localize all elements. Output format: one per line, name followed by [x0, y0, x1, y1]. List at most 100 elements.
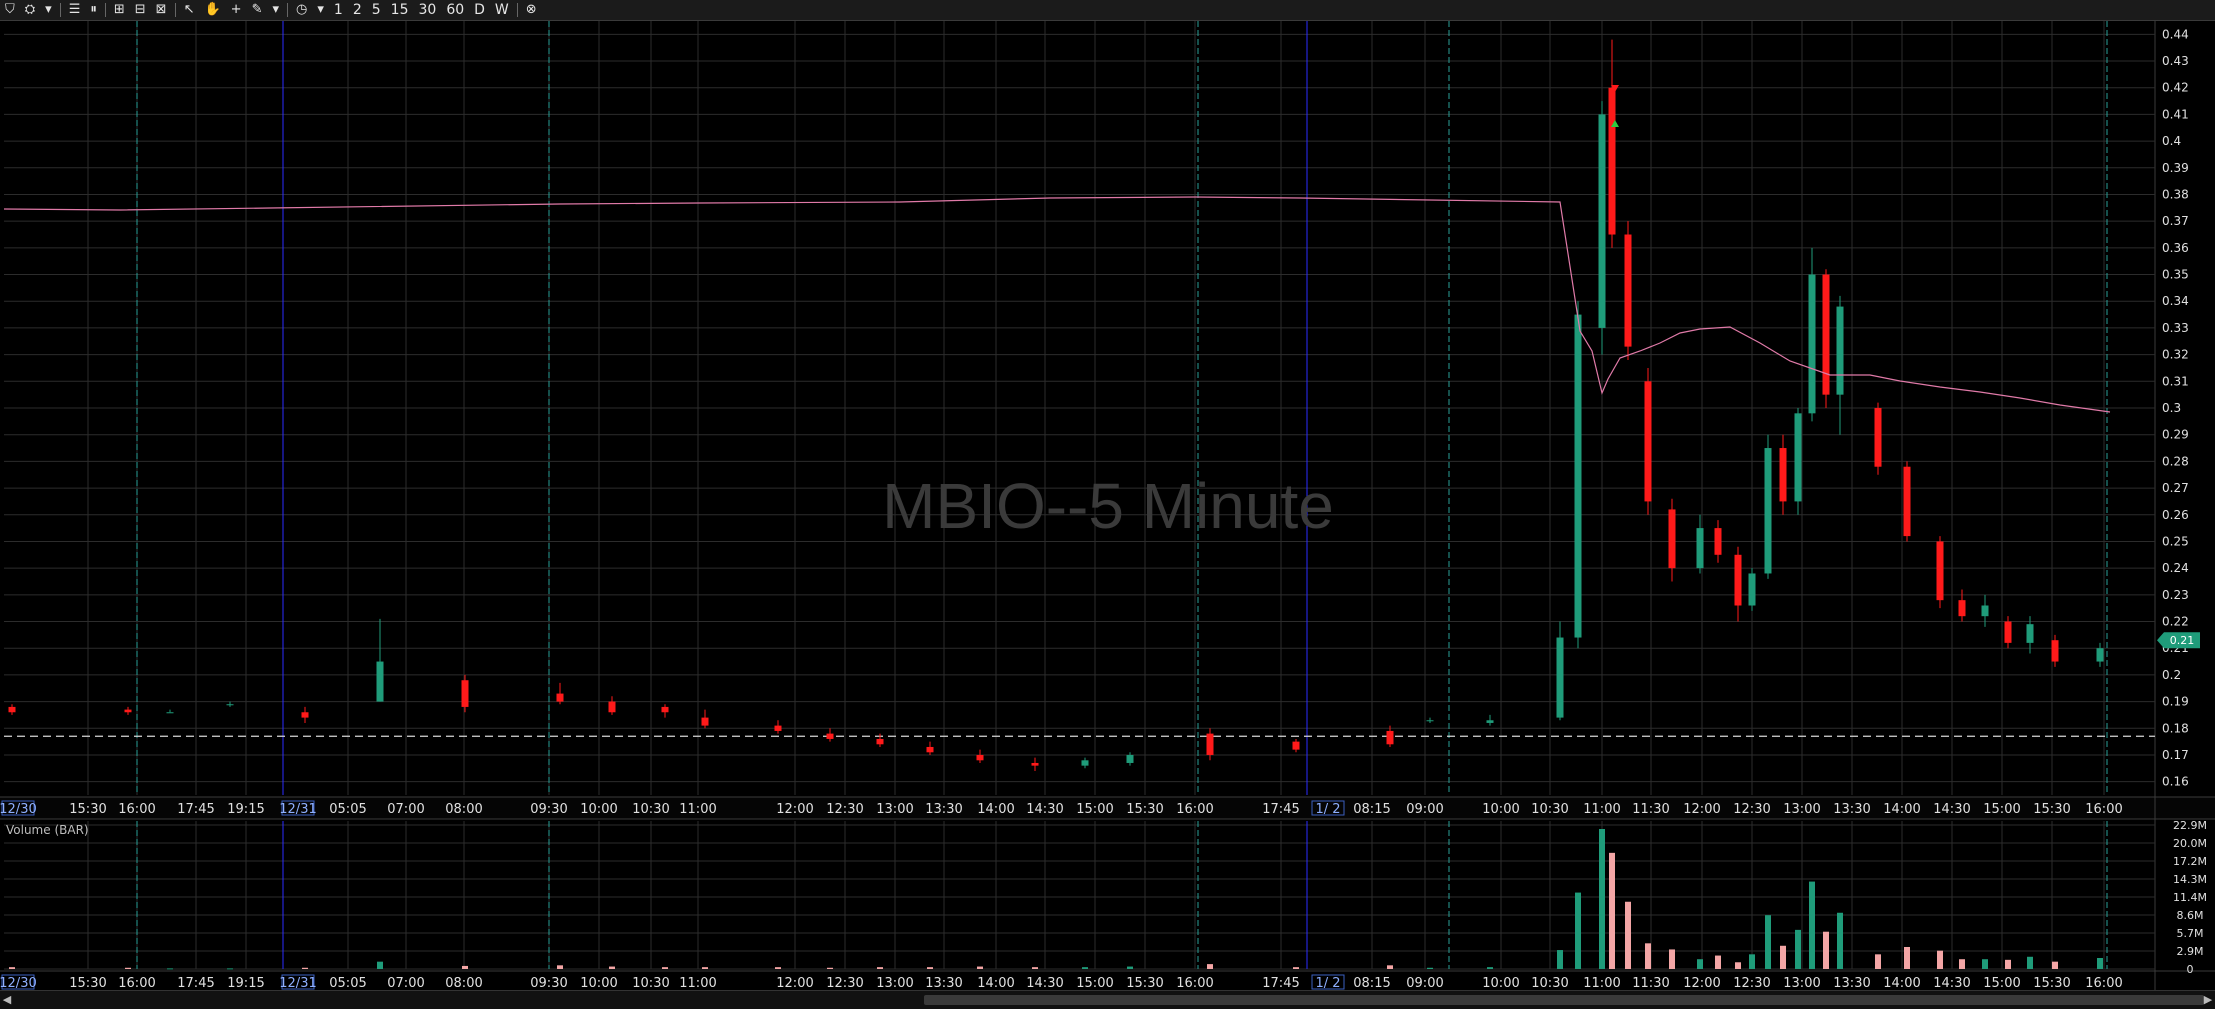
candle-body[interactable]: [1822, 274, 1830, 395]
candle-body[interactable]: [976, 754, 984, 761]
volume-bar[interactable]: [1599, 829, 1605, 969]
horizontal-scrollbar[interactable]: ◀ ▶: [0, 990, 2215, 1009]
volume-bar[interactable]: [827, 967, 833, 969]
candle-body[interactable]: [1031, 762, 1039, 766]
volume-bar[interactable]: [1959, 959, 1965, 969]
scroll-right-icon[interactable]: ▶: [2203, 993, 2213, 1006]
volume-bar[interactable]: [775, 967, 781, 969]
volume-bar[interactable]: [1765, 915, 1771, 969]
volume-bar[interactable]: [1609, 852, 1615, 969]
volume-bar[interactable]: [1293, 967, 1299, 969]
volume-bar[interactable]: [2097, 957, 2103, 969]
volume-bar[interactable]: [702, 967, 708, 969]
chart-canvas[interactable]: 0.44 0.43 0.42 0.41 0.4 0.39 0.38 0.37 0.36 0.35 0…: [0, 21, 2215, 990]
volume-bar[interactable]: [1780, 945, 1786, 969]
timeframe-5-button[interactable]: 5: [371, 2, 381, 18]
candle-body[interactable]: [1696, 528, 1704, 569]
candle-body[interactable]: [1126, 754, 1134, 763]
volume-bar[interactable]: [227, 968, 233, 970]
candle-body[interactable]: [1668, 509, 1676, 569]
candle-body[interactable]: [1779, 448, 1787, 502]
close-chart-icon[interactable]: ⊗: [525, 2, 537, 17]
volume-bar[interactable]: [1032, 967, 1038, 969]
candle-body[interactable]: [1386, 730, 1394, 745]
candle-body[interactable]: [1714, 528, 1722, 555]
volume-bar[interactable]: [1749, 954, 1755, 969]
candle-body[interactable]: [461, 680, 469, 707]
candle-body[interactable]: [2051, 640, 2059, 662]
volume-bar[interactable]: [927, 967, 933, 969]
volume-bar[interactable]: [1625, 901, 1631, 969]
volume-bar[interactable]: [1715, 955, 1721, 969]
volume-bar[interactable]: [1809, 881, 1815, 969]
volume-bar[interactable]: [1645, 943, 1651, 969]
candle-body[interactable]: [1081, 760, 1089, 766]
volume-bar[interactable]: [1082, 967, 1088, 969]
timeframe-30-button[interactable]: 30: [418, 2, 437, 18]
candle-body[interactable]: [1608, 87, 1616, 235]
volume-bar[interactable]: [377, 961, 383, 969]
volume-bar[interactable]: [2005, 959, 2011, 969]
volume-bar[interactable]: [609, 966, 615, 969]
candle-body[interactable]: [2026, 624, 2034, 643]
candle-body[interactable]: [2096, 648, 2104, 662]
candle-body[interactable]: [826, 733, 834, 739]
timeframe-2-button[interactable]: 2: [352, 2, 362, 18]
timeframe-15-button[interactable]: 15: [390, 2, 409, 18]
timeframe-1-button[interactable]: 1: [333, 2, 343, 18]
candle-body[interactable]: [1764, 448, 1772, 574]
candle-body[interactable]: [1808, 274, 1816, 414]
timeframe-60-button[interactable]: 60: [446, 2, 465, 18]
candle-body[interactable]: [608, 701, 616, 713]
drawing-tools-icon[interactable]: ⛭: [24, 2, 36, 17]
volume-bar[interactable]: [1697, 959, 1703, 969]
volume-bar[interactable]: [1837, 912, 1843, 969]
volume-bar[interactable]: [2052, 961, 2058, 969]
volume-bar[interactable]: [877, 967, 883, 969]
volume-bar[interactable]: [1795, 929, 1801, 969]
volume-bar[interactable]: [1487, 967, 1493, 969]
volume-bar[interactable]: [9, 967, 15, 969]
candle-body[interactable]: [1836, 306, 1844, 395]
crosshair-icon[interactable]: +: [230, 2, 242, 17]
timeframe-w-button[interactable]: W: [494, 2, 509, 18]
scroll-thumb[interactable]: [924, 995, 2204, 1005]
candle-body[interactable]: [124, 709, 132, 713]
candle-body[interactable]: [1936, 541, 1944, 601]
candle-body[interactable]: [1734, 554, 1742, 606]
volume-bar[interactable]: [1982, 959, 1988, 969]
volume-bar[interactable]: [1875, 954, 1881, 969]
candle-body[interactable]: [1748, 573, 1756, 606]
volume-bar[interactable]: [1387, 965, 1393, 969]
timeframe-d-button[interactable]: D: [474, 2, 485, 18]
chart-type-icon[interactable]: ⛉: [5, 2, 15, 17]
candle-body[interactable]: [166, 712, 174, 714]
candle-body[interactable]: [1794, 413, 1802, 502]
candle-body[interactable]: [1486, 720, 1494, 723]
volume-bar[interactable]: [1207, 964, 1213, 969]
candle-body[interactable]: [1426, 720, 1434, 722]
grid-four-icon[interactable]: ⊠: [155, 2, 167, 17]
layout-icon[interactable]: ☰: [68, 2, 81, 17]
scroll-left-icon[interactable]: ◀: [2, 993, 12, 1006]
candle-body[interactable]: [1598, 114, 1606, 328]
candle-body[interactable]: [1874, 408, 1882, 467]
volume-bar[interactable]: [1557, 950, 1563, 969]
volume-bar[interactable]: [2027, 956, 2033, 969]
clock-dropdown-icon[interactable]: ▾: [317, 2, 324, 17]
volume-bar[interactable]: [557, 965, 563, 969]
candle-body[interactable]: [774, 725, 782, 731]
volume-bar[interactable]: [125, 967, 131, 969]
candle-body[interactable]: [8, 706, 16, 713]
candle-body[interactable]: [1206, 733, 1214, 755]
grid-one-icon[interactable]: ⊞: [113, 2, 125, 17]
volume-bar[interactable]: [1904, 946, 1910, 969]
volume-bar[interactable]: [1823, 931, 1829, 969]
candle-body[interactable]: [661, 706, 669, 713]
volume-bar[interactable]: [462, 965, 468, 969]
volume-bar[interactable]: [1575, 892, 1581, 969]
candle-body[interactable]: [876, 738, 884, 745]
candle-body[interactable]: [1556, 637, 1564, 718]
candle-body[interactable]: [926, 746, 934, 753]
candle-body[interactable]: [1958, 600, 1966, 617]
